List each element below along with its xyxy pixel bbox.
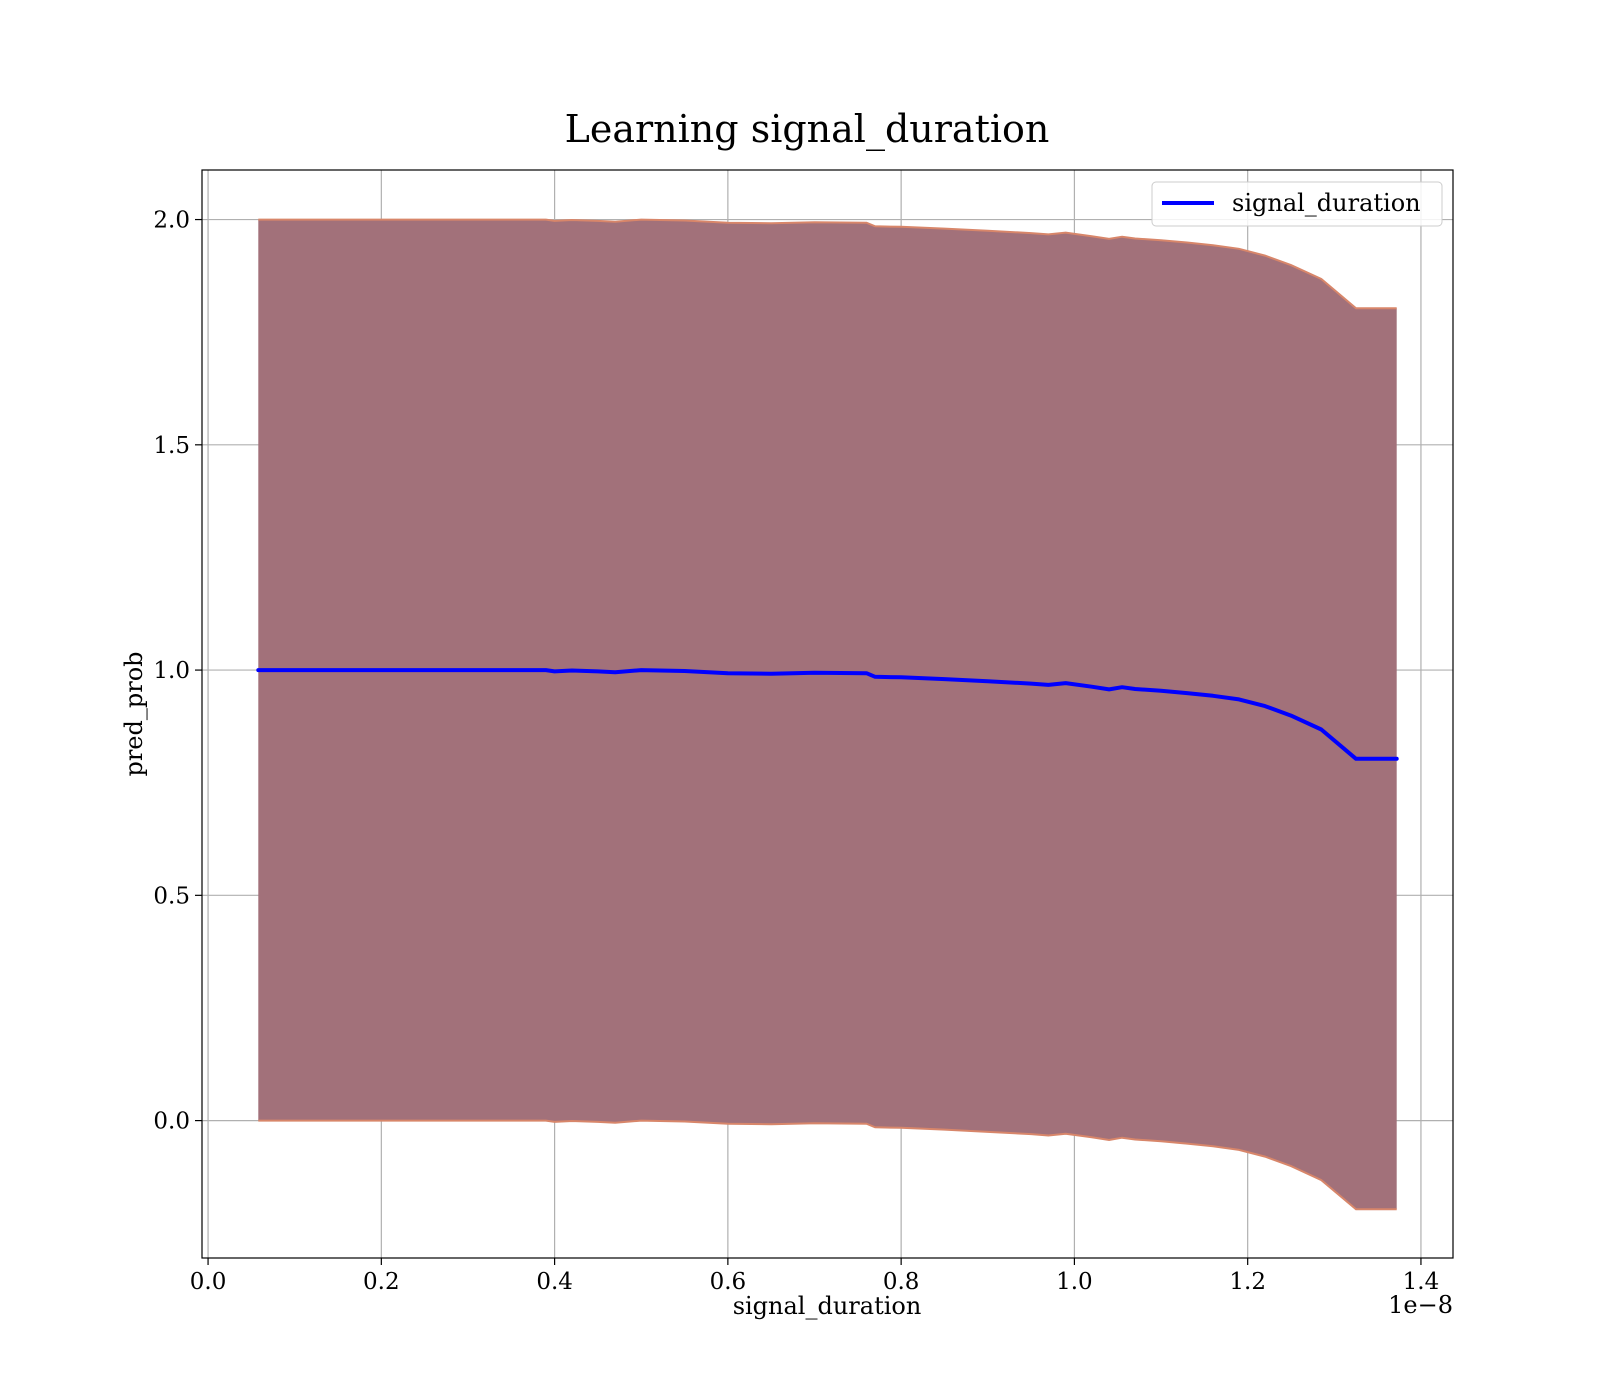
series-line-signal-duration: [256, 668, 1399, 761]
y-axis-label: pred_prob: [120, 651, 148, 776]
confidence-band: [258, 218, 1397, 1211]
band-area: [258, 219, 1397, 1210]
x-tick-label: 0.8: [883, 1269, 920, 1295]
y-tick-label: 1.0: [153, 658, 190, 684]
x-tick-label: 1.2: [1229, 1269, 1266, 1295]
x-tick-label: 1.0: [1056, 1269, 1093, 1295]
x-tick-label: 0.2: [363, 1269, 400, 1295]
y-tick-label: 1.5: [153, 433, 190, 459]
x-tick-label: 0.6: [710, 1269, 747, 1295]
legend-box: [1151, 181, 1443, 227]
series-lines: [256, 668, 1399, 761]
y-axis-ticks: 0.0 0.5 1.0 1.5 2.0: [153, 208, 202, 1135]
y-tick-label: 0.5: [153, 883, 190, 909]
chart-title: Learning signal_duration: [565, 107, 1050, 152]
x-tick-label: 0.0: [190, 1269, 227, 1295]
x-tick-label: 1.4: [1403, 1269, 1440, 1295]
y-tick-label: 2.0: [153, 208, 190, 234]
x-tick-label: 0.4: [536, 1269, 573, 1295]
legend: signal_duration: [1151, 181, 1443, 227]
band-lower-edge: [258, 1119, 1397, 1211]
x-axis-offset-label: 1e−8: [1388, 1291, 1453, 1319]
x-axis-label: signal_duration: [733, 1292, 922, 1320]
legend-label: signal_duration: [1232, 189, 1421, 217]
band-upper-edge: [258, 218, 1397, 310]
x-axis-ticks: 0.0 0.2 0.4 0.6 0.8 1.0 1.2 1.4: [190, 1258, 1439, 1295]
y-tick-label: 0.0: [153, 1109, 190, 1135]
plot-frame: [201, 169, 1454, 1259]
